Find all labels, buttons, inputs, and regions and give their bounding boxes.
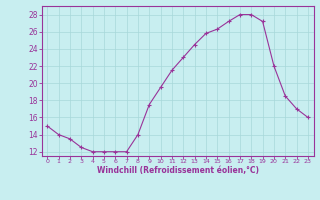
X-axis label: Windchill (Refroidissement éolien,°C): Windchill (Refroidissement éolien,°C)	[97, 166, 259, 175]
